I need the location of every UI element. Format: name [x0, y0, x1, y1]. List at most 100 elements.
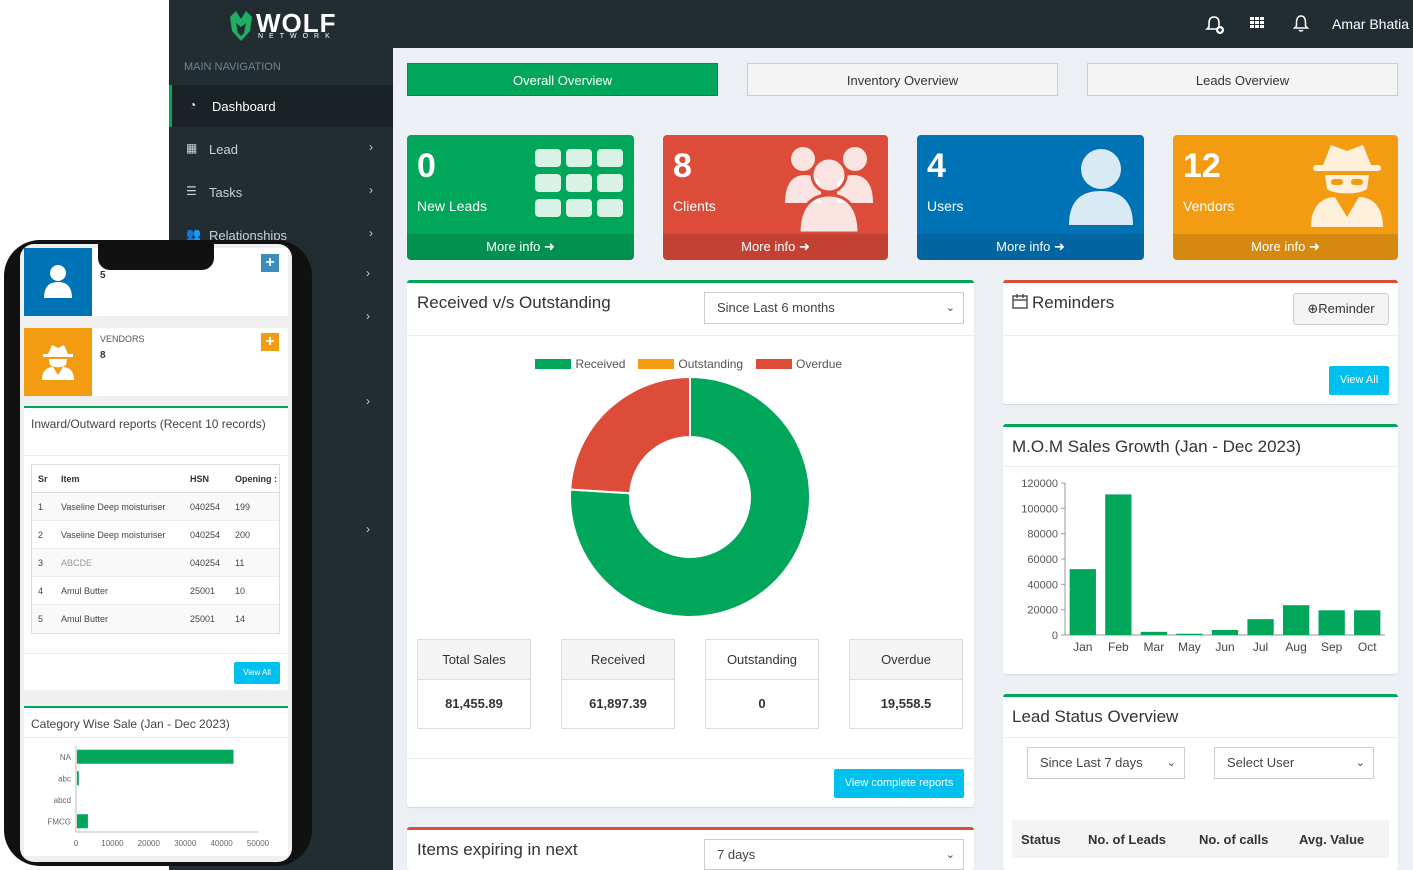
more-info-link[interactable]: More info ➜ — [663, 234, 888, 260]
panel-title: Received v/s Outstanding — [417, 293, 611, 312]
bar-mar[interactable] — [1140, 631, 1168, 635]
group-icon — [785, 147, 873, 233]
summary-overdue: Overdue 19,558.5 — [849, 639, 963, 729]
phone-vendors-icon-box — [24, 328, 92, 396]
table-row[interactable]: 3 ABCDE 040254 11 — [32, 549, 279, 577]
table-row[interactable]: 1 Vaseline Deep moisturiser 040254 199 — [32, 493, 279, 521]
bar-oct[interactable] — [1354, 610, 1381, 635]
column-header: Opening : — [235, 474, 277, 484]
y-tick-label: abcd — [54, 796, 71, 805]
grid-icon — [535, 149, 623, 217]
phone-category-panel — [24, 706, 288, 856]
expiry-period-select[interactable]: 7 days ⌄ — [704, 839, 964, 870]
x-tick-label: Jul — [1253, 640, 1268, 654]
lead-status-table-header — [1012, 820, 1389, 858]
phone-view-all-button[interactable]: View All — [234, 662, 280, 684]
view-all-reminders-button[interactable]: View All — [1329, 366, 1389, 395]
legend-swatch-received — [535, 358, 571, 369]
legend-swatch-outstanding — [637, 358, 674, 369]
brand-name[interactable]: WOLF — [256, 8, 337, 38]
chevron-right-icon[interactable]: › — [366, 266, 370, 280]
add-alert-icon[interactable] — [1205, 15, 1225, 39]
select-user-dropdown[interactable]: Select User ⌄ — [1214, 747, 1374, 779]
chevron-right-icon: › — [369, 183, 373, 197]
table-row[interactable]: 2 Vaseline Deep moisturiser 040254 200 — [32, 521, 279, 549]
table-cell: Amul Butter — [61, 614, 109, 624]
user-menu[interactable]: Amar Bhatia — [1332, 16, 1410, 32]
list-icon: ☰ — [186, 184, 197, 198]
plus-icon[interactable]: + — [261, 254, 279, 272]
divider — [24, 455, 288, 456]
chevron-down-icon: ⌄ — [1166, 757, 1176, 769]
phone-users-icon-box — [24, 248, 92, 316]
chevron-down-icon: ⌄ — [945, 849, 955, 861]
plus-circle-icon: ⊕ — [1307, 301, 1319, 316]
table-cell: 25001 — [190, 614, 216, 624]
divider — [407, 758, 974, 759]
category-sale-bar-chart[interactable]: NA abc abcd FMCG 0 10000 20000 30000 40000 50000 — [28, 740, 284, 856]
more-info-link[interactable]: More info ➜ — [1173, 234, 1398, 260]
mom-sales-bar-chart[interactable]: 0 20000 40000 60000 80000 100000 120000 Jan Feb M… — [1005, 470, 1395, 670]
chevron-right-icon[interactable]: › — [366, 309, 370, 323]
table-cell: 040254 — [190, 530, 221, 540]
table-row[interactable]: 5 Amul Butter 25001 14 — [32, 605, 279, 633]
x-tick-label: 0 — [74, 839, 79, 848]
bar-feb[interactable] — [1105, 494, 1132, 635]
more-info-link[interactable]: More info ➜ — [407, 234, 634, 260]
table-row[interactable]: 4 Amul Butter 25001 10 — [32, 577, 279, 605]
table-cell: 200 — [235, 530, 251, 540]
arrow-circle-right-icon: ➜ — [1053, 239, 1065, 254]
sidebar-item-relationships[interactable]: 👥 Relationships › — [169, 214, 393, 256]
brand-subtitle: NETWORK — [258, 33, 336, 40]
y-tick-label: 0 — [1052, 630, 1058, 642]
x-tick-label: 50000 — [247, 839, 270, 848]
y-tick-label: 100000 — [1021, 503, 1058, 515]
x-tick-label: Oct — [1358, 640, 1377, 654]
bar-jul[interactable] — [1247, 619, 1274, 635]
stat-vendors: 12 Vendors More info ➜ — [1173, 135, 1398, 260]
chevron-right-icon[interactable]: › — [366, 394, 370, 408]
divider — [407, 335, 974, 336]
spy-icon — [1311, 145, 1383, 227]
add-reminder-button[interactable]: ⊕Reminder — [1293, 293, 1389, 325]
divider — [1003, 737, 1398, 738]
column-header: Sr — [38, 474, 48, 484]
tab-leads-overview[interactable]: Leads Overview — [1087, 63, 1398, 96]
lead-period-select[interactable]: Since Last 7 days ⌄ — [1027, 747, 1185, 779]
sidebar-item-tasks[interactable]: ☰ Tasks › — [169, 171, 393, 213]
wolf-logo-icon[interactable] — [228, 11, 254, 41]
period-select[interactable]: Since Last 6 months ⌄ — [704, 292, 964, 324]
bell-icon[interactable] — [1292, 15, 1310, 37]
table-cell: 040254 — [190, 502, 221, 512]
bar-may[interactable] — [1176, 633, 1203, 635]
bar-na[interactable] — [77, 749, 234, 764]
sidebar-item-dashboard[interactable]: ◔ Dashboard — [169, 85, 393, 127]
table-cell: ABCDE — [61, 558, 93, 568]
y-tick-label: FMCG — [47, 817, 71, 826]
x-tick-label: 30000 — [174, 839, 197, 848]
bar-sep[interactable] — [1318, 610, 1345, 635]
bar-fmcg[interactable] — [77, 814, 88, 829]
bar-aug[interactable] — [1282, 605, 1310, 635]
more-info-link[interactable]: More info ➜ — [917, 234, 1144, 260]
apps-grid-icon[interactable] — [1250, 15, 1266, 35]
donut-slice-overdue[interactable] — [569, 375, 691, 495]
column-header: No. of Leads — [1088, 832, 1167, 847]
divider — [24, 737, 288, 738]
table-cell: 2 — [38, 530, 44, 540]
plus-icon[interactable]: + — [261, 333, 279, 351]
bar-jan[interactable] — [1069, 569, 1096, 635]
tab-inventory-overview[interactable]: Inventory Overview — [747, 63, 1058, 96]
x-tick-label: Mar — [1144, 640, 1165, 654]
chevron-right-icon[interactable]: › — [366, 522, 370, 536]
top-navbar — [169, 0, 1413, 48]
received-outstanding-donut-chart[interactable] — [565, 372, 815, 622]
bar-jun[interactable] — [1211, 629, 1239, 635]
sidebar-item-lead[interactable]: ▦ Lead › — [169, 128, 393, 170]
view-complete-reports-button[interactable]: View complete reports — [834, 769, 964, 798]
stat-label: Vendors — [1183, 198, 1235, 214]
donut-slice-received[interactable] — [569, 375, 811, 618]
tab-overall-overview[interactable]: Overall Overview — [407, 63, 718, 96]
sidebar-item-label: Tasks — [209, 185, 243, 200]
bar-abc[interactable] — [77, 771, 79, 786]
